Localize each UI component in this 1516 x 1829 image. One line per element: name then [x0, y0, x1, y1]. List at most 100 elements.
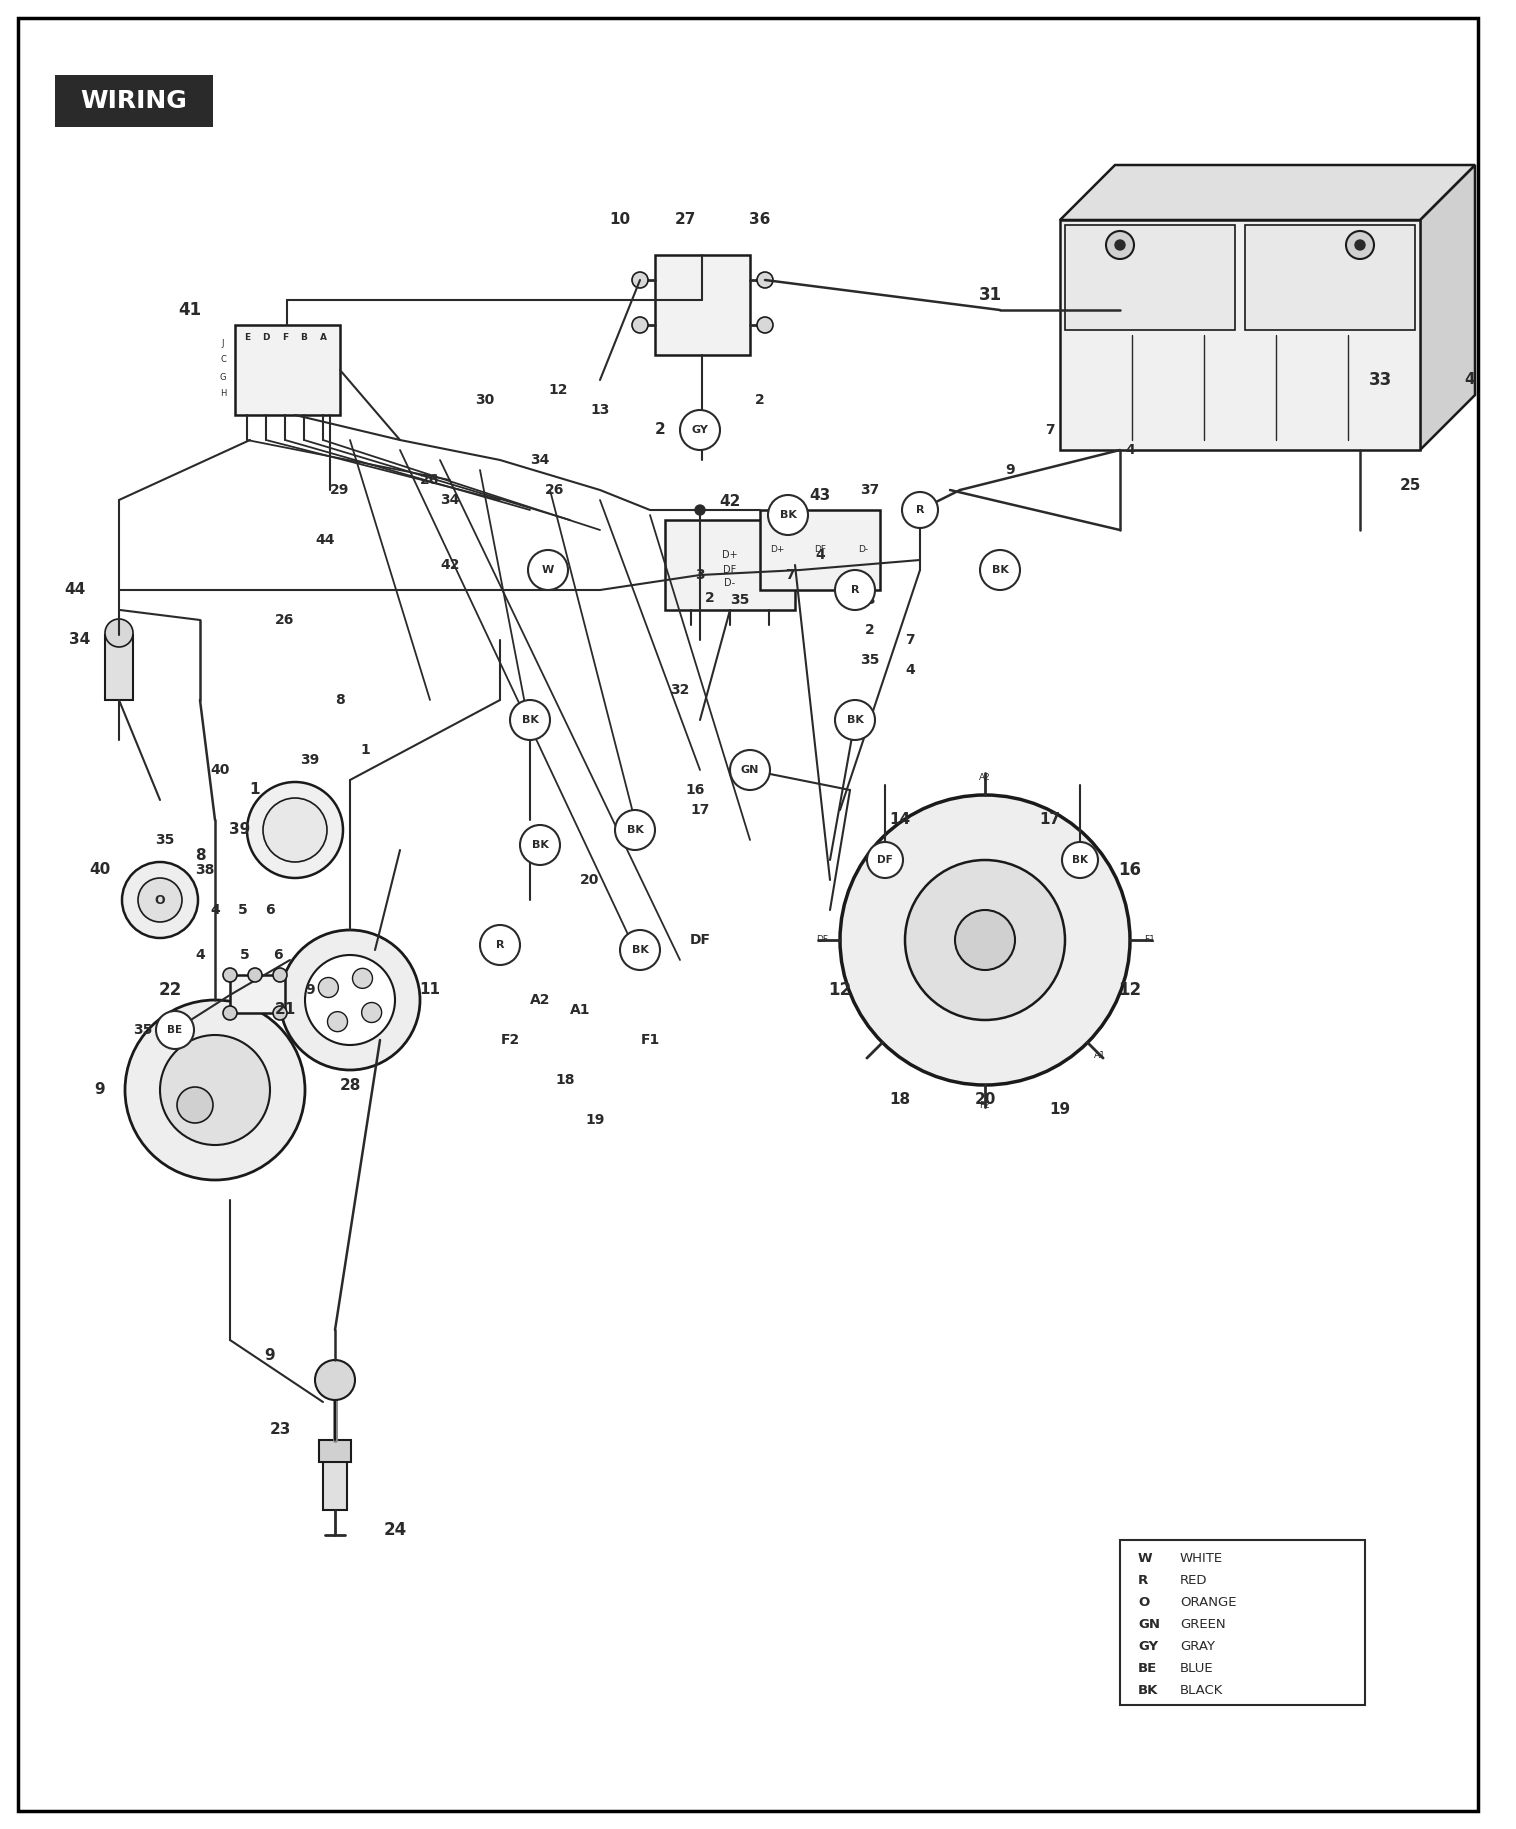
Text: R: R — [850, 585, 860, 594]
Text: 12: 12 — [1119, 980, 1142, 999]
Text: BK: BK — [626, 825, 643, 836]
Text: 14: 14 — [620, 814, 640, 827]
Text: 1: 1 — [361, 743, 370, 757]
Text: O: O — [1139, 1595, 1149, 1608]
Text: RED: RED — [1179, 1573, 1208, 1586]
Text: 16: 16 — [685, 783, 705, 797]
Text: 40: 40 — [89, 863, 111, 878]
Text: D+: D+ — [770, 545, 784, 554]
Text: D-: D- — [725, 578, 735, 587]
Text: DF: DF — [878, 854, 893, 865]
Text: 9: 9 — [94, 1083, 105, 1097]
Text: E: E — [244, 333, 250, 342]
FancyBboxPatch shape — [655, 254, 750, 355]
Text: F1: F1 — [640, 1033, 659, 1046]
Text: 5: 5 — [240, 947, 250, 962]
Circle shape — [353, 968, 373, 988]
Text: 12: 12 — [549, 382, 568, 397]
Text: DF: DF — [816, 935, 828, 944]
Text: ORANGE: ORANGE — [1179, 1595, 1237, 1608]
Circle shape — [520, 825, 559, 865]
Circle shape — [280, 929, 420, 1070]
Circle shape — [481, 925, 520, 966]
Circle shape — [905, 860, 1066, 1021]
Circle shape — [138, 878, 182, 922]
Text: D-: D- — [858, 545, 869, 554]
Text: F2: F2 — [500, 1033, 520, 1046]
Text: 42: 42 — [719, 494, 741, 510]
Text: BLUE: BLUE — [1179, 1661, 1214, 1675]
Circle shape — [177, 1086, 214, 1123]
Circle shape — [867, 841, 904, 878]
Text: 26: 26 — [420, 474, 440, 487]
Text: 30: 30 — [476, 393, 494, 408]
Text: 6: 6 — [273, 947, 283, 962]
Text: BK: BK — [1072, 854, 1088, 865]
Circle shape — [694, 505, 705, 516]
FancyBboxPatch shape — [235, 326, 340, 415]
Text: 9: 9 — [305, 982, 315, 997]
Text: 18: 18 — [890, 1092, 911, 1108]
Text: 44: 44 — [315, 532, 335, 547]
Text: G: G — [220, 373, 226, 382]
Text: A2: A2 — [979, 772, 991, 781]
Circle shape — [1355, 240, 1364, 251]
Circle shape — [223, 968, 236, 982]
Text: BK: BK — [991, 565, 1008, 574]
FancyBboxPatch shape — [760, 510, 879, 591]
Text: 27: 27 — [675, 212, 696, 227]
Text: 39: 39 — [300, 754, 320, 766]
FancyBboxPatch shape — [18, 18, 1478, 1811]
Circle shape — [635, 836, 644, 845]
Text: GRAY: GRAY — [1179, 1639, 1214, 1652]
Circle shape — [632, 273, 647, 287]
Text: 7: 7 — [1045, 422, 1055, 437]
Circle shape — [955, 911, 1016, 969]
Text: BE: BE — [167, 1024, 182, 1035]
Text: BK: BK — [846, 715, 864, 724]
Text: 5: 5 — [238, 904, 249, 916]
Text: 28: 28 — [340, 1077, 361, 1092]
Text: BK: BK — [632, 946, 649, 955]
Text: GREEN: GREEN — [1179, 1617, 1225, 1630]
Text: A1: A1 — [1095, 1050, 1107, 1059]
Text: 3: 3 — [696, 569, 705, 582]
Polygon shape — [1060, 165, 1475, 219]
Text: 39: 39 — [229, 823, 250, 838]
Text: H: H — [220, 390, 226, 399]
Text: 31: 31 — [978, 285, 1002, 304]
Text: BK: BK — [522, 715, 538, 724]
Circle shape — [1107, 230, 1134, 260]
Text: 41: 41 — [179, 302, 202, 318]
Text: 22: 22 — [158, 980, 182, 999]
Text: 23: 23 — [270, 1423, 291, 1438]
Text: 10: 10 — [609, 212, 631, 227]
Text: 19: 19 — [585, 1114, 605, 1127]
Text: 7: 7 — [905, 633, 914, 647]
FancyBboxPatch shape — [1060, 219, 1420, 450]
Text: BK: BK — [532, 840, 549, 850]
Text: 34: 34 — [531, 454, 550, 466]
Circle shape — [273, 1006, 287, 1021]
Text: D+: D+ — [722, 551, 738, 560]
Text: 3: 3 — [866, 593, 875, 607]
Text: F2: F2 — [979, 1101, 990, 1110]
Text: GY: GY — [691, 424, 708, 435]
Text: 4: 4 — [1464, 373, 1475, 388]
Text: 43: 43 — [810, 488, 831, 503]
Text: 4: 4 — [196, 947, 205, 962]
Circle shape — [835, 571, 875, 611]
Text: 18: 18 — [555, 1074, 575, 1086]
Circle shape — [840, 796, 1129, 1085]
Circle shape — [318, 977, 338, 997]
Text: GN: GN — [1139, 1617, 1160, 1630]
Circle shape — [249, 968, 262, 982]
Text: 6: 6 — [265, 904, 274, 916]
Circle shape — [756, 316, 773, 333]
FancyBboxPatch shape — [1066, 225, 1236, 329]
Circle shape — [731, 750, 770, 790]
Text: 40: 40 — [211, 763, 230, 777]
Circle shape — [121, 861, 199, 938]
Text: 2: 2 — [866, 624, 875, 636]
Text: D: D — [262, 333, 270, 342]
